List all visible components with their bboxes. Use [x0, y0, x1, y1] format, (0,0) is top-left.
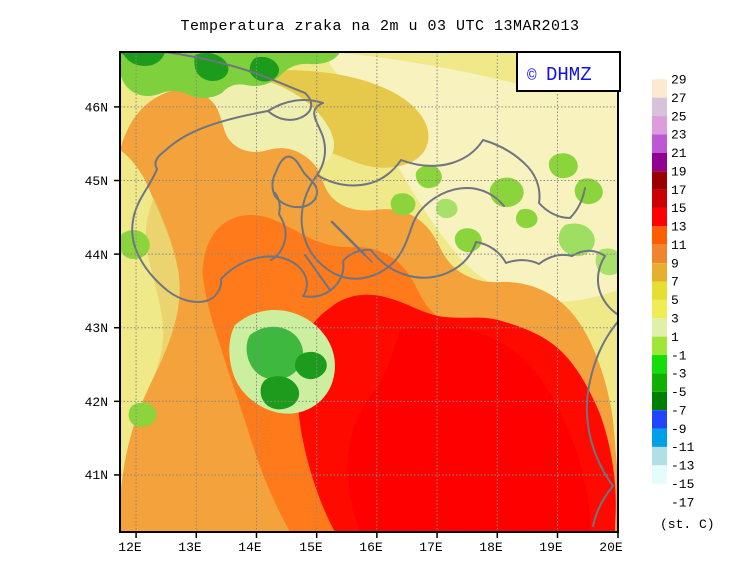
- svg-text:15E: 15E: [299, 540, 323, 555]
- svg-text:9: 9: [671, 256, 679, 271]
- svg-text:19E: 19E: [539, 540, 563, 555]
- svg-text:41N: 41N: [85, 468, 108, 483]
- svg-text:Temperatura zraka na 2m u 03 U: Temperatura zraka na 2m u 03 UTC 13MAR20…: [180, 18, 579, 35]
- svg-text:7: 7: [671, 275, 679, 290]
- svg-text:42N: 42N: [85, 395, 108, 410]
- svg-text:-13: -13: [671, 459, 694, 474]
- svg-text:-9: -9: [671, 422, 687, 437]
- svg-text:12E: 12E: [118, 540, 142, 555]
- svg-text:29: 29: [671, 73, 687, 88]
- svg-text:25: 25: [671, 109, 687, 124]
- svg-text:-7: -7: [671, 403, 687, 418]
- svg-text:-11: -11: [671, 440, 695, 455]
- svg-text:45N: 45N: [85, 174, 108, 189]
- svg-text:21: 21: [671, 146, 687, 161]
- svg-text:17E: 17E: [419, 540, 443, 555]
- svg-text:©: ©: [527, 67, 537, 85]
- svg-text:5: 5: [671, 293, 679, 308]
- svg-text:-1: -1: [671, 348, 687, 363]
- svg-text:13: 13: [671, 220, 687, 235]
- svg-text:15: 15: [671, 201, 687, 216]
- svg-text:27: 27: [671, 91, 687, 106]
- svg-text:DHMZ: DHMZ: [546, 64, 592, 86]
- svg-text:16E: 16E: [359, 540, 383, 555]
- svg-text:17: 17: [671, 183, 687, 198]
- svg-text:44N: 44N: [85, 248, 108, 263]
- svg-text:11: 11: [671, 238, 687, 253]
- svg-text:-3: -3: [671, 367, 687, 382]
- svg-text:-5: -5: [671, 385, 687, 400]
- svg-text:18E: 18E: [479, 540, 503, 555]
- svg-text:19: 19: [671, 164, 687, 179]
- svg-text:1: 1: [671, 330, 679, 345]
- svg-text:43N: 43N: [85, 321, 108, 336]
- svg-text:13E: 13E: [178, 540, 202, 555]
- svg-text:-15: -15: [671, 477, 694, 492]
- svg-text:3: 3: [671, 312, 679, 327]
- svg-text:(st. C): (st. C): [660, 517, 715, 532]
- svg-text:23: 23: [671, 128, 687, 143]
- svg-text:14E: 14E: [238, 540, 262, 555]
- svg-text:46N: 46N: [85, 101, 108, 116]
- svg-text:-17: -17: [671, 495, 694, 510]
- svg-text:20E: 20E: [599, 540, 623, 555]
